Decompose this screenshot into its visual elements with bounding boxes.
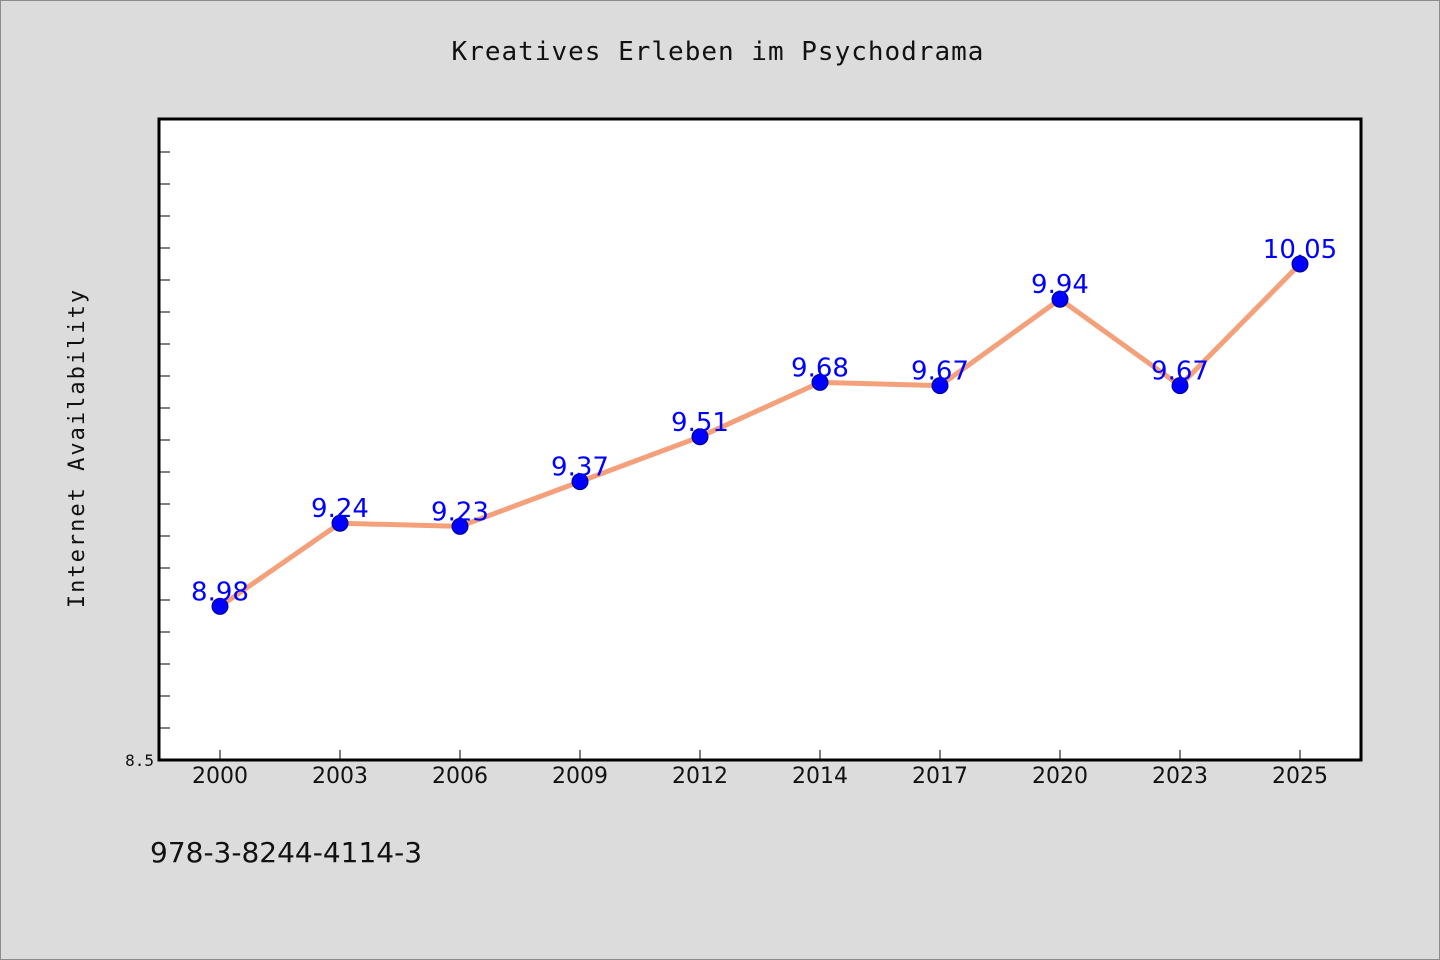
- data-point: [331, 514, 349, 532]
- footnote-isbn: 978-3-8244-4114-3: [150, 836, 422, 869]
- data-point: [571, 473, 589, 491]
- data-markers: [211, 255, 1309, 615]
- data-label: 9.24: [311, 494, 369, 524]
- plot-area: [157, 117, 1363, 762]
- x-tick-label: 2023: [1152, 764, 1208, 789]
- x-tick-label: 2006: [432, 764, 488, 789]
- x-tick-label: 2014: [792, 764, 848, 789]
- data-label: 9.94: [1031, 270, 1089, 300]
- y-axis-label: Internet Availability: [65, 288, 90, 608]
- data-point: [1051, 290, 1069, 308]
- data-point: [211, 597, 229, 615]
- x-tick-label: 2000: [192, 764, 248, 789]
- x-tick-label: 2009: [552, 764, 608, 789]
- data-label: 9.23: [431, 497, 489, 527]
- data-point: [1291, 255, 1309, 273]
- data-label: 10.05: [1263, 235, 1337, 265]
- y-tick-label: 8.5: [125, 751, 154, 770]
- series-line-group: [217, 261, 1303, 609]
- data-label: 8.98: [191, 577, 249, 607]
- y-axis-ticks: 8.5: [125, 119, 170, 770]
- series-line: [217, 261, 1303, 609]
- x-tick-label: 2020: [1032, 764, 1088, 789]
- data-point: [811, 373, 829, 391]
- data-point: [1171, 377, 1189, 395]
- x-axis-ticks: 2000 2003 2006 2009 2012 2014 2017 2020 2023 2025: [192, 750, 1328, 789]
- data-label: 9.37: [551, 453, 609, 483]
- data-label: 9.67: [911, 357, 969, 387]
- data-point: [931, 377, 949, 395]
- data-labels: 8.98 9.24 9.23 9.37 9.51 9.68 9.67 9.94 9.67 10.0…: [191, 235, 1337, 607]
- x-tick-label: 2012: [672, 764, 728, 789]
- x-tick-label: 2003: [312, 764, 368, 789]
- x-tick-label: 2025: [1272, 764, 1328, 789]
- data-label: 9.67: [1151, 357, 1209, 387]
- data-label: 9.51: [671, 408, 729, 438]
- data-point: [451, 517, 469, 535]
- data-label: 9.68: [791, 353, 849, 383]
- chart-title: Kreatives Erleben im Psychodrama: [452, 37, 985, 67]
- x-tick-label: 2017: [912, 764, 968, 789]
- data-point: [691, 428, 709, 446]
